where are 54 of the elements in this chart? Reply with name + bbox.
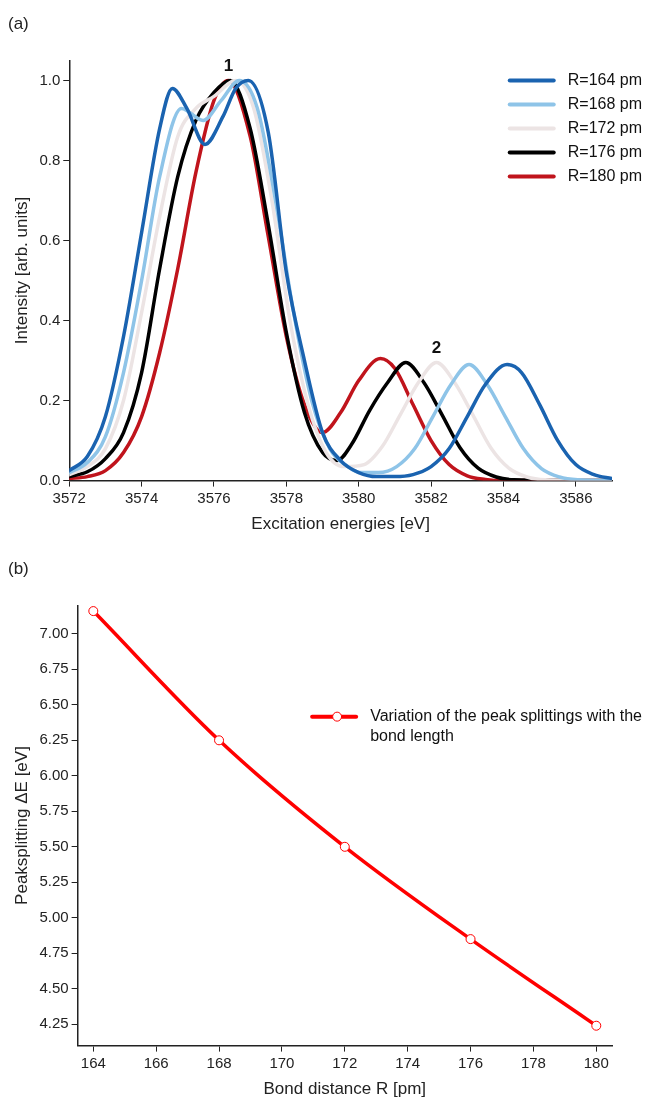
chart-title: (a)	[8, 13, 29, 33]
x-tick-label: 3576	[197, 488, 231, 506]
point	[88, 606, 99, 617]
legend-label: R=164 pm	[567, 70, 642, 88]
y-tick-label: 6.50	[39, 694, 69, 712]
legend-label: Variation of the peak splittings with the bond length	[370, 707, 643, 745]
x-axis-title: Excitation energies [eV]	[251, 514, 430, 534]
x-tick-label: 3572	[52, 488, 86, 506]
x-tick-label: 3586	[559, 488, 593, 506]
y-tick-label: 0.8	[39, 150, 61, 168]
x-tick-label: 176	[458, 1053, 484, 1071]
y-tick-label: 0.2	[39, 390, 61, 408]
annotation: 1	[223, 55, 234, 75]
x-tick-label: 180	[583, 1053, 609, 1071]
y-tick-label: 5.75	[39, 801, 69, 819]
y-tick-label: 4.25	[39, 1014, 69, 1032]
y-tick-label: 0.4	[39, 310, 61, 328]
x-tick-label: 3574	[124, 488, 159, 506]
point	[339, 841, 350, 852]
y-axis-title: Peaksplitting ΔE [eV]	[11, 746, 31, 905]
x-tick-label: 170	[269, 1053, 295, 1071]
y-tick-label: 5.25	[39, 872, 69, 890]
y-tick-label: 6.75	[39, 659, 69, 677]
y-tick-label: 5.50	[39, 836, 69, 854]
x-tick-label: 168	[206, 1053, 232, 1071]
annotation: 2	[431, 337, 442, 357]
legend-label: R=172 pm	[567, 118, 642, 136]
y-tick-label: 6.00	[39, 765, 69, 783]
x-tick-label: 164	[80, 1053, 106, 1071]
x-tick-label: 3580	[342, 488, 376, 506]
y-tick-label: 7.00	[39, 623, 69, 641]
x-tick-label: 3578	[269, 488, 304, 506]
x-tick-label: 166	[143, 1053, 169, 1071]
x-tick-label: 172	[332, 1053, 358, 1071]
y-tick-label: 0.0	[39, 470, 61, 488]
point	[591, 1020, 602, 1031]
legend-label: R=180 pm	[567, 166, 642, 184]
y-tick-label: 4.50	[39, 978, 69, 996]
y-tick-label: 5.00	[39, 907, 69, 925]
legend-label: R=168 pm	[567, 94, 642, 112]
chart-title: (b)	[8, 558, 29, 578]
y-axis-title: Intensity [arb. units]	[11, 196, 31, 345]
x-tick-label: 178	[520, 1053, 546, 1071]
y-tick-label: 1.0	[39, 70, 61, 88]
x-tick-label: 3584	[486, 488, 521, 506]
x-tick-label: 3582	[414, 488, 448, 506]
x-tick-label: 174	[395, 1053, 421, 1071]
point	[214, 735, 225, 746]
y-tick-label: 4.75	[39, 943, 69, 961]
point	[465, 934, 476, 945]
y-tick-label: 6.25	[39, 730, 69, 748]
legend-label: R=176 pm	[567, 142, 642, 160]
x-axis-title: Bond distance R [pm]	[263, 1079, 427, 1099]
y-tick-label: 0.6	[39, 230, 61, 248]
